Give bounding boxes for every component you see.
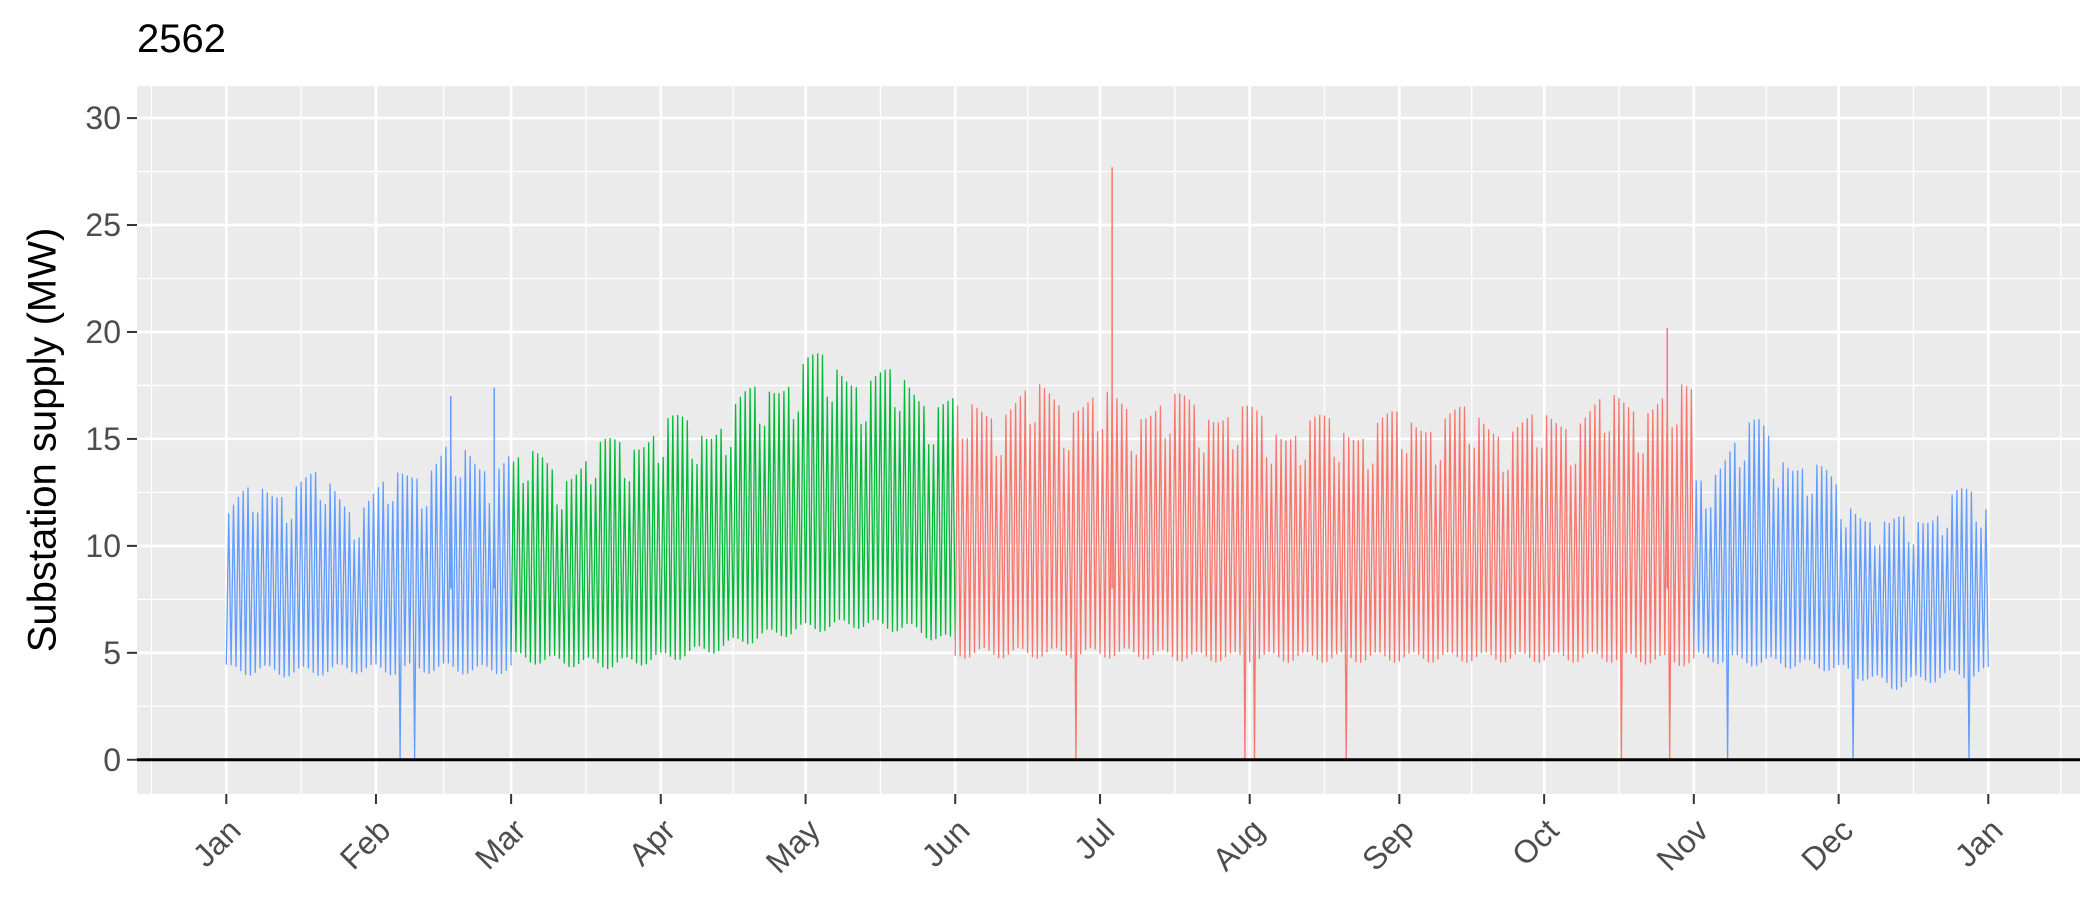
y-tick-label: 15 [85, 421, 121, 457]
x-tick-label: Feb [333, 812, 397, 876]
chart-title: 2562 [137, 17, 226, 61]
series-0-segment-0 [225, 444, 512, 761]
x-tick-label: Oct [1505, 812, 1566, 873]
y-tick-label: 0 [103, 742, 121, 778]
y-tick-label: 20 [85, 314, 121, 350]
x-tick-label: Jul [1067, 812, 1121, 866]
y-tick-label: 5 [103, 635, 121, 671]
y-axis: 0 5 10 15 20 25 30 [85, 100, 137, 778]
x-tick-label: Sep [1355, 812, 1421, 878]
series-0-segment-1 [1693, 418, 1989, 761]
y-axis-label: Substation supply (MW) [21, 228, 65, 653]
x-axis: Jan Feb Mar Apr May Jun Jul Aug Sep Oct Nov Dec Jan [186, 794, 2010, 880]
x-tick-label: Mar [468, 812, 533, 877]
x-tick-label: Apr [621, 812, 682, 873]
y-tick-label: 30 [85, 100, 121, 136]
x-tick-label: Nov [1649, 812, 1715, 878]
x-tick-label: Jun [915, 812, 977, 874]
series-layer [225, 167, 1989, 761]
y-tick-label: 10 [85, 528, 121, 564]
x-tick-label: Aug [1205, 812, 1271, 878]
x-tick-label: Jan [186, 812, 248, 874]
y-tick-label: 25 [85, 207, 121, 243]
x-tick-label: May [759, 812, 827, 880]
series-1-segment-0 [510, 353, 956, 670]
x-tick-label: Jan [1948, 812, 2010, 874]
series-2-segment-0 [954, 384, 1695, 761]
x-tick-label: Dec [1794, 812, 1860, 878]
